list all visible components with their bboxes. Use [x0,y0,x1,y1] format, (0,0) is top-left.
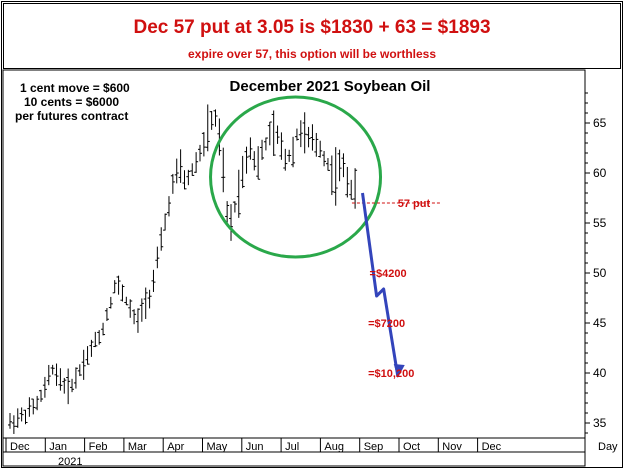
projection-arrowhead [393,364,405,378]
x-tick-label: Aug [324,441,344,453]
note-line-2: 10 cents = $6000 [24,95,119,109]
x-tick-label: Jul [285,441,299,453]
x-tick-label: Nov [442,441,462,453]
x-tick-label: Dec [482,441,502,453]
y-tick-label: 50 [593,266,607,280]
header-box: Dec 57 put at 3.05 is $1830 + 63 = $1893… [3,3,621,69]
y-tick-label: 55 [593,216,607,230]
note-line-3: per futures contract [15,109,128,123]
note-line-1: 1 cent move = $600 [20,81,130,95]
headline: Dec 57 put at 3.05 is $1830 + 63 = $1893 [133,17,491,38]
x-tick-label: Day [598,441,618,453]
highlight-circle [209,95,383,259]
x-tick-label: Mar [128,441,147,453]
annotation-label: =$7200 [368,318,405,330]
x-axis-ticks: Dec Jan Feb Mar Apr May Jun Jul Aug Sep Oct Nov Dec D… [5,438,618,453]
x-tick-label: Jun [246,441,264,453]
annotation-label: 57 put [398,198,431,210]
y-tick-label: 45 [593,316,607,330]
plot-border [2,69,586,439]
chart-overlay: 57 put =$4200 =$7200 =$10,200 [209,95,441,380]
y-tick-label: 35 [593,416,607,430]
price-bars [8,104,358,434]
subline: expire over 57, this option will be wort… [187,47,437,61]
x-tick-label: Oct [403,441,420,453]
y-tick-label: 60 [593,166,607,180]
x-tick-label: May [207,441,228,453]
x-tick-label: Jan [49,441,67,453]
annotation-label: =$4200 [370,268,407,280]
x-tick-label: Feb [89,441,108,453]
y-axis-ticks: 35 40 45 50 55 60 65 [585,92,607,434]
annotation-label: =$10,200 [368,368,414,380]
year-label: 2021 [58,456,82,468]
projection-path [361,192,400,377]
x-tick-label: Apr [167,441,184,453]
y-tick-label: 40 [593,366,607,380]
y-tick-label: 65 [593,116,607,130]
chart-title: December 2021 Soybean Oil [230,78,431,95]
x-tick-label: Sep [364,441,384,453]
x-tick-label: Dec [10,441,30,453]
